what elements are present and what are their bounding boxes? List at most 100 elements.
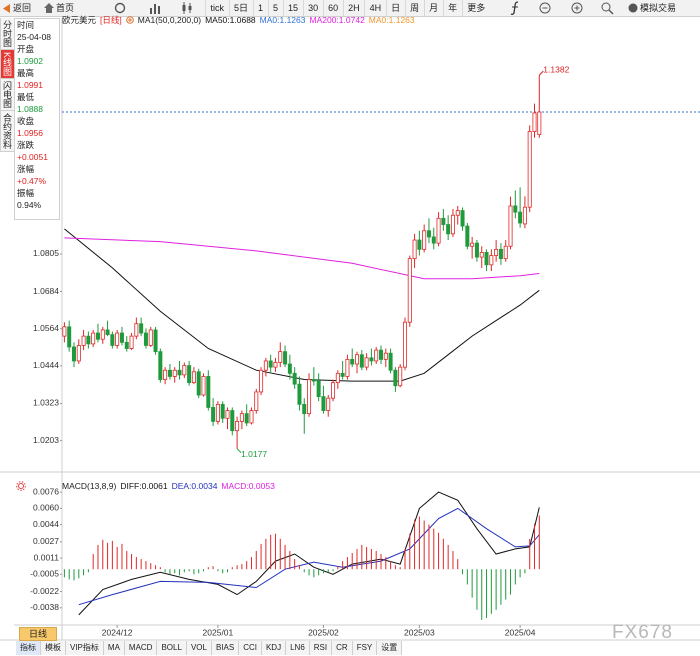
bottom-tab[interactable]: BIAS: [211, 641, 240, 655]
search-icon[interactable]: [600, 1, 614, 15]
candle-body: [532, 112, 537, 132]
period-tab[interactable]: 月: [423, 0, 443, 16]
add-icon[interactable]: [125, 16, 134, 24]
y-tick-label: 1.0444: [33, 360, 59, 370]
candle-body: [187, 365, 192, 384]
side-tab[interactable]: K线图: [0, 50, 15, 80]
candle-body: [239, 413, 244, 422]
y-tick-label: 1.0323: [33, 398, 59, 408]
candle-body: [508, 205, 513, 247]
period-tab[interactable]: 更多: [461, 0, 490, 16]
period-tab[interactable]: 60: [322, 0, 343, 16]
side-tab[interactable]: 闪电图: [0, 79, 15, 112]
candle-body: [158, 351, 163, 380]
bottom-tab[interactable]: RSI: [309, 641, 333, 655]
candle-body: [139, 323, 144, 334]
candle-body: [412, 239, 417, 260]
bottom-tab[interactable]: VIP指标: [66, 641, 104, 655]
candle-body: [326, 397, 331, 411]
indicator-line: [64, 237, 540, 280]
legend-entry: MA0:1.1263: [368, 15, 415, 25]
period-tab[interactable]: 周: [404, 0, 424, 16]
period-chip[interactable]: 日线: [19, 627, 57, 641]
side-tab[interactable]: 合约资料: [0, 111, 15, 153]
info-panel: 时间 25-04-08 开盘 1.0902 最高 1.0991 最低 1.0888 收盘 1.09…: [14, 18, 60, 220]
candle-body: [119, 332, 124, 343]
candle-body: [172, 369, 177, 377]
period-label: [日线]: [100, 15, 122, 25]
bottom-tab[interactable]: LN6: [286, 641, 310, 655]
candle-icon[interactable]: [180, 1, 194, 15]
period-tab[interactable]: tick: [205, 0, 229, 16]
back-label: 返回: [13, 3, 32, 13]
home-button[interactable]: 首页: [44, 0, 74, 16]
candle-body: [230, 410, 235, 432]
candle-body: [215, 403, 220, 422]
candle-body: [249, 410, 254, 424]
side-tab[interactable]: 分时图: [0, 18, 15, 50]
back-button[interactable]: 返回: [2, 0, 31, 16]
legend-entry: MA200:1.0742: [309, 15, 365, 25]
period-tab[interactable]: 2H: [342, 0, 365, 16]
candle-body: [182, 365, 187, 376]
info-value: +0.0051: [17, 152, 48, 162]
bottom-tab[interactable]: CCI: [239, 641, 262, 655]
period-tab[interactable]: 1: [252, 0, 268, 16]
candle-body: [81, 335, 86, 346]
zoom-in-icon[interactable]: [570, 1, 584, 15]
bottom-tab[interactable]: FSY: [352, 641, 378, 655]
chart-title: MACD(13,8,9): [62, 481, 117, 491]
trade-button[interactable]: 模拟交易: [628, 0, 676, 16]
period-tab[interactable]: 15: [282, 0, 303, 16]
bottom-tab[interactable]: CR: [332, 641, 353, 655]
settings-icon[interactable]: [16, 481, 26, 491]
y-tick-label: 0.0076: [33, 486, 59, 496]
bottom-tab[interactable]: VOL: [186, 641, 212, 655]
zoom-out-icon[interactable]: [538, 1, 552, 15]
legend-entry: MA50:1.0688: [205, 15, 256, 25]
bar-icon[interactable]: [148, 1, 162, 15]
y-tick-label: 1.0564: [33, 323, 59, 333]
y-tick-label: 0.0060: [33, 503, 59, 513]
candle-body: [321, 396, 326, 411]
annotation: 1.1382: [543, 64, 569, 74]
legend-entry: DEA:0.0034: [171, 481, 218, 491]
y-tick-label: 1.0684: [33, 286, 59, 296]
bottom-tab[interactable]: BOLL: [157, 641, 187, 655]
candle-body: [153, 329, 158, 353]
period-tab[interactable]: 5: [267, 0, 283, 16]
candle-body: [244, 413, 249, 424]
candle-body: [235, 420, 240, 432]
bottom-tab[interactable]: 设置: [377, 641, 403, 655]
annotation-line: [236, 448, 242, 454]
refresh-icon[interactable]: [113, 1, 127, 15]
period-tab[interactable]: 日: [385, 0, 405, 16]
period-tab[interactable]: 5日: [228, 0, 253, 16]
candle-body: [71, 346, 76, 362]
toolbar: 返回 首页 tick 5日 1 5 15 30 60 2H 4H 日周月年更多 模拟交易: [0, 0, 700, 17]
info-value: 0.94%: [17, 200, 42, 210]
formula-icon[interactable]: [508, 1, 524, 15]
candle-body: [273, 362, 278, 368]
bottom-tab[interactable]: 指标: [16, 641, 41, 655]
candle-body: [220, 403, 225, 419]
bottom-tab[interactable]: KDJ: [261, 641, 287, 655]
annotation: 1.0177: [241, 449, 267, 459]
candle-body: [167, 369, 172, 377]
candle-body: [364, 357, 369, 368]
indicator-label: MA1(50,0,200,0): [137, 15, 202, 25]
candle-body: [460, 210, 465, 227]
home-label: 首页: [56, 3, 75, 13]
candle-body: [417, 239, 422, 250]
candle-body: [163, 369, 168, 380]
period-tab[interactable]: 4H: [364, 0, 386, 16]
side-tabs: 分时图 K线图 闪电图 合约资料: [0, 18, 15, 153]
bottom-tab[interactable]: MACD: [124, 641, 158, 655]
candle-body: [283, 351, 288, 365]
x-tick-label: 2025/01: [203, 627, 234, 637]
bottom-tab[interactable]: 模板: [41, 641, 66, 655]
period-tab[interactable]: 年: [442, 0, 462, 16]
candle-body: [254, 391, 259, 411]
bottom-tab[interactable]: MA: [103, 641, 125, 655]
period-tab[interactable]: 30: [302, 0, 323, 16]
